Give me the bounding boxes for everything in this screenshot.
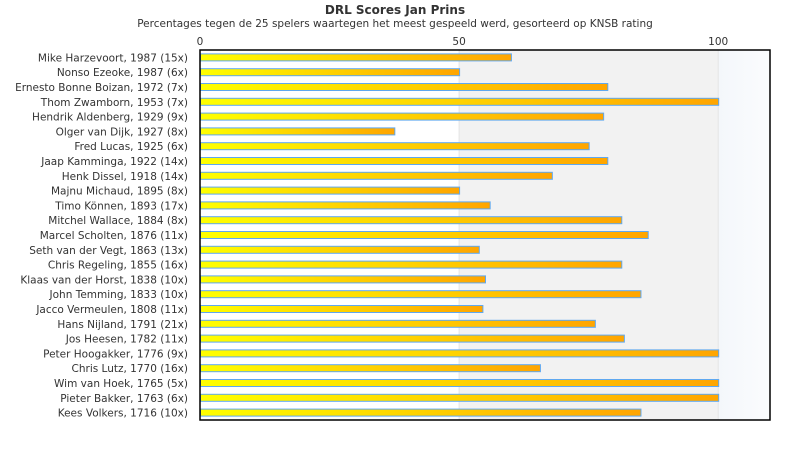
bar: [200, 334, 625, 343]
category-label: Majnu Michaud, 1895 (8x): [51, 186, 188, 198]
category-label: Timo Können, 1893 (17x): [54, 200, 188, 212]
category-label: Jaap Kamminga, 1922 (14x): [40, 156, 188, 168]
bar: [200, 290, 642, 299]
bar: [200, 186, 461, 195]
category-label: Henk Dissel, 1918 (14x): [62, 171, 188, 183]
bar: [200, 127, 396, 136]
bar: [200, 319, 596, 328]
category-label: Nonso Ezeoke, 1987 (6x): [57, 67, 188, 79]
bar: [200, 305, 484, 313]
bar: [200, 201, 491, 210]
x-tick-label: 0: [197, 36, 204, 48]
category-label: Wim van Hoek, 1765 (5x): [54, 378, 188, 390]
bar: [200, 97, 720, 106]
bar: [200, 379, 720, 387]
bar: [200, 364, 541, 373]
category-label: Jos Heesen, 1782 (11x): [65, 334, 188, 346]
bar: [200, 68, 461, 77]
bar: [200, 53, 512, 62]
category-label: Jacco Vermeulen, 1808 (11x): [35, 304, 188, 316]
bar: [200, 157, 609, 165]
category-label: Seth van der Vegt, 1863 (13x): [29, 245, 188, 257]
bar: [200, 83, 609, 91]
bar: [200, 275, 486, 284]
category-label: Olger van Dijk, 1927 (8x): [56, 126, 188, 138]
category-label: John Temming, 1833 (10x): [49, 289, 188, 301]
category-label: Marcel Scholten, 1876 (11x): [40, 230, 188, 242]
category-label: Mitchel Wallace, 1884 (8x): [48, 215, 188, 227]
category-label: Ernesto Bonne Boizan, 1972 (7x): [15, 82, 188, 94]
category-label: Fred Lucas, 1925 (6x): [74, 141, 188, 153]
bar: [200, 245, 480, 254]
x-tick-label: 50: [452, 36, 465, 48]
bar: [200, 260, 623, 269]
category-label: Chris Regeling, 1855 (16x): [48, 260, 188, 272]
band-100-110: [718, 50, 770, 420]
bar: [200, 408, 642, 417]
category-label: Kees Volkers, 1716 (10x): [58, 408, 188, 420]
category-label: Hendrik Aldenberg, 1929 (9x): [32, 112, 188, 124]
bar: [200, 231, 649, 239]
chart-title: DRL Scores Jan Prins: [324, 3, 466, 17]
category-label: Mike Harzevoort, 1987 (15x): [38, 52, 188, 64]
chart-subtitle: Percentages tegen de 25 spelers waartege…: [137, 18, 653, 30]
bar: [200, 142, 590, 151]
category-label: Hans Nijland, 1791 (21x): [57, 319, 188, 331]
category-label: Pieter Bakker, 1763 (6x): [60, 393, 188, 405]
bar: [200, 171, 553, 180]
category-label: Thom Zwamborn, 1953 (7x): [40, 97, 188, 109]
plot-frame: [199, 49, 771, 421]
bar: [200, 216, 623, 225]
bar: [200, 393, 720, 402]
bar: [200, 112, 605, 121]
x-tick-label: 100: [708, 36, 728, 48]
category-label: Peter Hoogakker, 1776 (9x): [43, 348, 188, 360]
category-label: Klaas van der Horst, 1838 (10x): [20, 274, 188, 286]
category-label: Chris Lutz, 1770 (16x): [72, 363, 188, 375]
bar: [200, 349, 720, 358]
